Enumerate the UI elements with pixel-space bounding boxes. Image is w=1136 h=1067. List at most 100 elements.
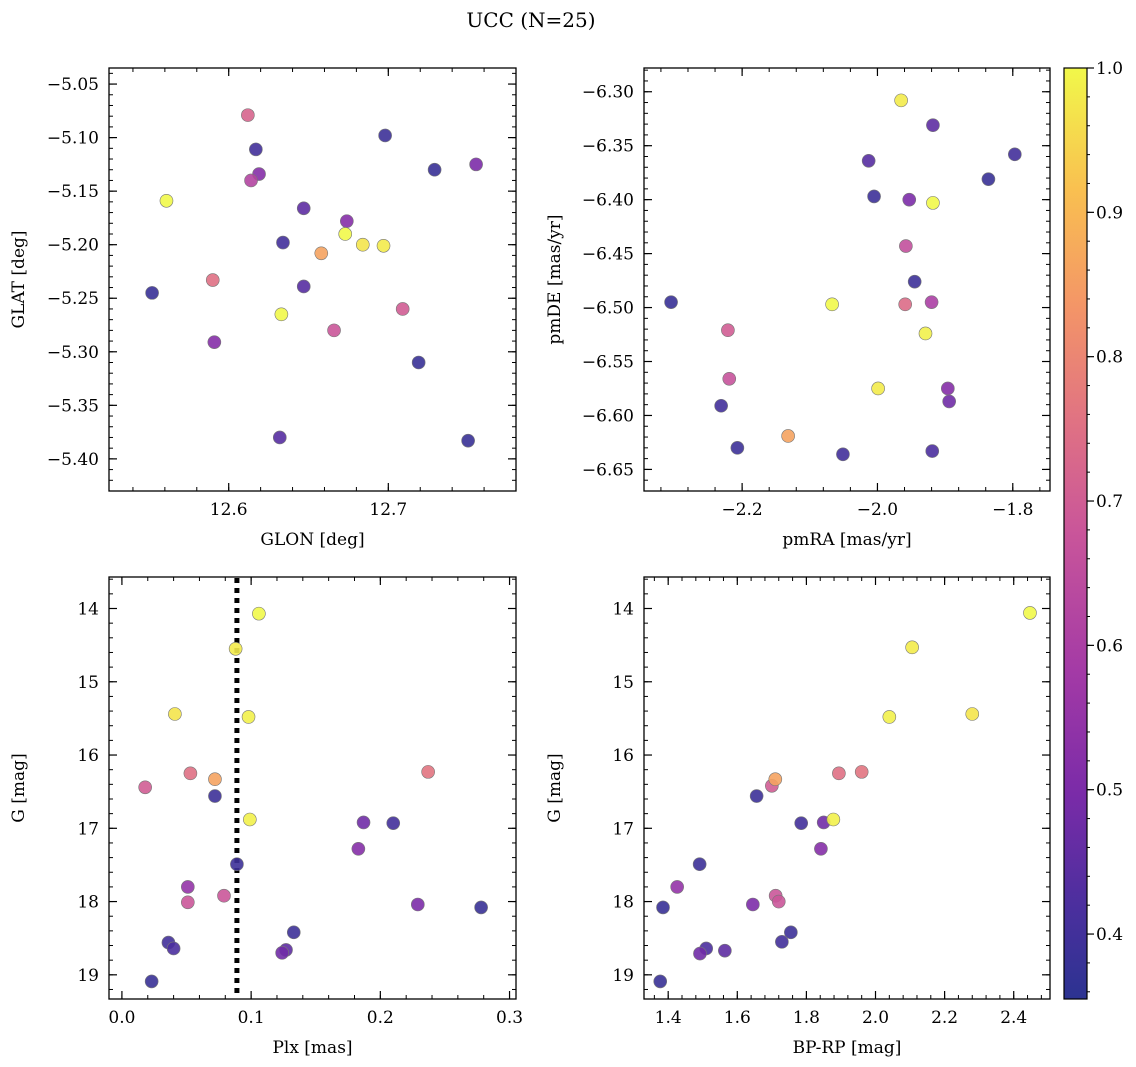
glon-axis-label: GLON [deg] xyxy=(260,530,364,550)
scatter-point xyxy=(670,880,684,894)
scatter-point xyxy=(474,900,488,915)
y-tick-label: −6.55 xyxy=(582,353,634,373)
scatter-point xyxy=(241,710,256,724)
scatter-point xyxy=(411,897,425,912)
y-tick-label: −6.45 xyxy=(582,245,634,265)
x-tick-label: 0.1 xyxy=(238,1008,265,1028)
y-tick-label: −6.35 xyxy=(582,137,634,157)
scatter-point xyxy=(653,974,668,989)
scatter-point xyxy=(244,173,258,188)
scatter-point xyxy=(907,274,922,289)
scatter-point xyxy=(168,707,182,721)
colorbar-tick-label: 0.9 xyxy=(1096,203,1123,223)
scatter-point xyxy=(296,201,311,216)
x-tick-label: 0.2 xyxy=(367,1008,394,1028)
colorbar-tick-label: 0.6 xyxy=(1096,636,1123,656)
scatter-point xyxy=(249,142,263,157)
y-tick-label: −5.30 xyxy=(47,343,99,363)
x-tick-label: 2.4 xyxy=(1000,1008,1027,1028)
scatter-point xyxy=(230,857,244,871)
plot-frame xyxy=(643,67,1051,492)
y-tick-label: −5.05 xyxy=(47,75,99,95)
scatter-point xyxy=(722,371,737,386)
scatter-point xyxy=(832,766,846,781)
scatter-point xyxy=(768,772,783,787)
scatter-point xyxy=(902,192,917,207)
x-tick-label: 1.8 xyxy=(793,1008,820,1028)
scatter-point xyxy=(721,323,735,338)
scatter-point xyxy=(386,816,401,830)
scatter-point xyxy=(871,381,885,396)
x-tick-label: 0.3 xyxy=(496,1008,523,1028)
scatter-point xyxy=(208,772,222,787)
scatter-point xyxy=(775,935,789,949)
scatter-point xyxy=(965,707,980,721)
scatter-point xyxy=(836,447,850,462)
x-tick-label: 0.0 xyxy=(108,1008,135,1028)
y-tick-label: −5.25 xyxy=(47,289,99,309)
scatter-point xyxy=(252,606,266,621)
scatter-point xyxy=(411,355,426,370)
scatter-point xyxy=(825,297,839,312)
y-tick-label: −6.30 xyxy=(582,83,634,103)
colorbar-tick-label: 0.8 xyxy=(1096,348,1123,368)
scatter-point xyxy=(794,816,809,830)
y-tick-label: 15 xyxy=(612,673,634,693)
x-tick-label: 2.2 xyxy=(931,1008,958,1028)
x-tick-label: 12.6 xyxy=(210,500,248,520)
scatter-point xyxy=(274,307,289,322)
colorbar-tick-label: 0.4 xyxy=(1096,925,1123,945)
scatter-point xyxy=(356,815,371,830)
scatter-point xyxy=(166,941,181,956)
y-tick-label: −6.40 xyxy=(582,191,634,211)
scatter-point xyxy=(749,789,764,803)
scatter-point xyxy=(826,812,841,827)
scatter-point xyxy=(461,433,475,448)
scatter-point xyxy=(205,273,220,287)
scatter-point xyxy=(941,381,955,396)
y-tick-label: −6.65 xyxy=(582,460,634,480)
plot-frame xyxy=(108,67,517,492)
scatter-point xyxy=(656,900,670,915)
x-tick-label: −2.2 xyxy=(721,500,762,520)
scatter-point xyxy=(181,895,195,910)
scatter-point xyxy=(314,246,329,261)
colorbar-gradient xyxy=(1063,67,1088,1000)
scatter-point xyxy=(228,641,243,656)
glat-axis-label: GLAT [deg] xyxy=(9,230,29,328)
y-tick-label: −5.20 xyxy=(47,236,99,256)
scatter-point xyxy=(882,710,897,724)
plot-frame xyxy=(643,576,1051,1000)
scatter-point xyxy=(272,430,287,445)
scatter-point xyxy=(327,323,341,338)
y-tick-label: 17 xyxy=(612,819,634,839)
scatter-point xyxy=(183,766,198,781)
y-tick-label: 19 xyxy=(77,966,99,986)
scatter-point xyxy=(981,172,996,186)
pmra-axis-label: pmRA [mas/yr] xyxy=(782,530,911,550)
x-tick-label: 2.0 xyxy=(862,1008,889,1028)
pmde-axis-label: pmDE [mas/yr] xyxy=(545,214,565,344)
bprp-axis-label: BP-RP [mag] xyxy=(793,1038,902,1058)
y-tick-label: −6.50 xyxy=(582,299,634,319)
plot-frame xyxy=(108,576,517,1000)
scatter-point xyxy=(395,302,410,316)
y-tick-label: −5.15 xyxy=(47,182,99,202)
scatter-point xyxy=(208,789,222,803)
scatter-point xyxy=(207,335,222,349)
y-tick-label: −5.35 xyxy=(47,396,99,416)
figure-title: UCC (N=25) xyxy=(466,8,595,32)
scatter-point xyxy=(296,279,311,294)
scatter-point xyxy=(899,239,913,253)
scatter-point xyxy=(276,235,290,250)
scatter-point xyxy=(376,238,391,253)
y-tick-label: 15 xyxy=(77,673,99,693)
g-axis-label: G [mag] xyxy=(545,753,565,822)
scatter-point xyxy=(217,888,231,903)
scatter-point xyxy=(1008,147,1022,162)
scatter-point xyxy=(814,842,828,856)
scatter-point xyxy=(926,118,940,132)
scatter-point xyxy=(378,128,392,143)
scatter-point xyxy=(942,394,956,409)
